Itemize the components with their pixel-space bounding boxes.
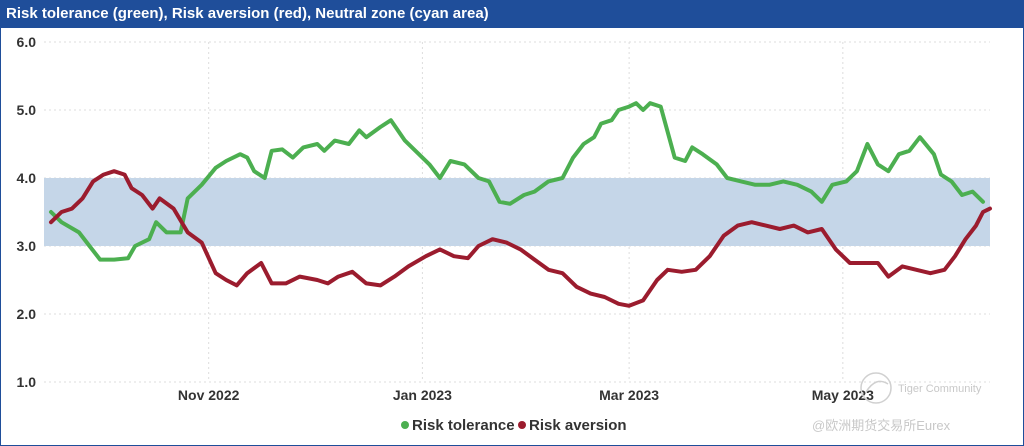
chart-title: Risk tolerance (green), Risk aversion (r… [0, 0, 1024, 28]
tiger-logo-stroke-icon [865, 380, 889, 393]
watermark: Tiger Community @欧洲期货交易所Eurex [812, 372, 982, 433]
legend-risk-aversion-marker [518, 421, 526, 429]
tiger-logo-icon [860, 372, 892, 404]
series-line-risk-aversion[interactable] [49, 169, 992, 308]
legend-risk-tolerance-marker [401, 421, 409, 429]
neutral-zone-band [44, 178, 990, 246]
x-tick-label: Mar 2023 [599, 387, 659, 403]
x-axis-ticks: Nov 2022 Jan 2023 Mar 2023 May 2023 [178, 387, 874, 403]
y-tick-label: 1.0 [17, 374, 37, 390]
series-lines [49, 101, 992, 308]
x-tick-label: Jan 2023 [393, 387, 452, 403]
series-line-risk-tolerance[interactable] [49, 101, 985, 262]
y-tick-label: 2.0 [17, 306, 37, 322]
x-tick-label: May 2023 [812, 387, 874, 403]
y-axis-ticks: 6.0 5.0 4.0 3.0 2.0 1.0 [17, 34, 37, 390]
legend: Risk tolerance Risk aversion [401, 417, 627, 434]
watermark-handle: @欧洲期货交易所Eurex [812, 418, 951, 433]
y-tick-label: 4.0 [17, 170, 37, 186]
y-tick-label: 6.0 [17, 34, 37, 50]
y-tick-label: 3.0 [17, 238, 37, 254]
y-tick-label: 5.0 [17, 102, 37, 118]
watermark-brand: Tiger Community [898, 383, 982, 395]
legend-risk-tolerance-label[interactable]: Risk tolerance [412, 417, 515, 434]
legend-risk-aversion-label[interactable]: Risk aversion [529, 417, 627, 434]
x-tick-label: Nov 2022 [178, 387, 240, 403]
